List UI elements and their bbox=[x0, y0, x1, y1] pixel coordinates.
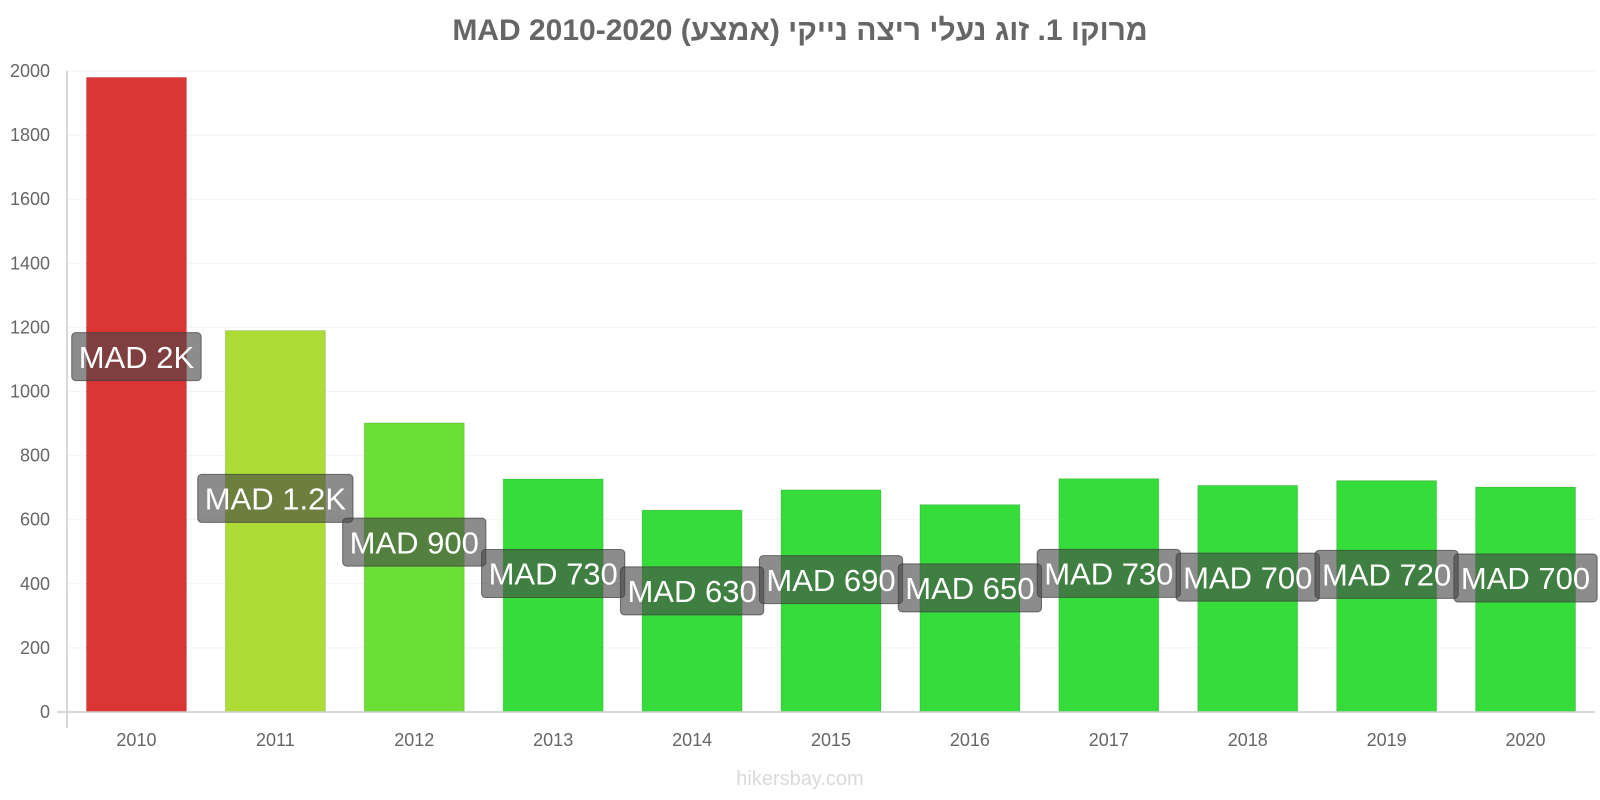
data-label-2018: MAD 700 bbox=[1175, 552, 1320, 602]
x-tick-label: 2018 bbox=[1228, 730, 1268, 750]
data-label-box bbox=[197, 473, 354, 523]
bars bbox=[85, 76, 1577, 713]
data-label-2020: MAD 700 bbox=[1453, 553, 1598, 603]
data-label-text: MAD 1.2K bbox=[205, 482, 347, 517]
data-label-box bbox=[1453, 553, 1598, 603]
data-label-text: MAD 650 bbox=[905, 571, 1034, 606]
x-tick-label: 2010 bbox=[116, 730, 156, 750]
bar-2012 bbox=[363, 422, 465, 713]
x-tick-label: 2015 bbox=[811, 730, 851, 750]
x-tick-label: 2016 bbox=[950, 730, 990, 750]
data-label-text: MAD 2K bbox=[79, 340, 195, 375]
x-tick-label: 2017 bbox=[1089, 730, 1129, 750]
data-label-text: MAD 690 bbox=[766, 563, 895, 598]
footer-watermark: hikersbay.com bbox=[736, 768, 864, 790]
x-tick-label: 2013 bbox=[533, 730, 573, 750]
x-tick-label: 2019 bbox=[1367, 730, 1407, 750]
y-tick-label: 1200 bbox=[10, 317, 50, 337]
data-label-2019: MAD 720 bbox=[1314, 549, 1459, 599]
data-label-2010: MAD 2K bbox=[71, 332, 202, 382]
data-label-text: MAD 900 bbox=[350, 525, 479, 560]
data-label-text: MAD 720 bbox=[1322, 558, 1451, 593]
y-tick-label: 0 bbox=[40, 702, 50, 722]
data-label-text: MAD 700 bbox=[1461, 561, 1590, 596]
x-tick-label: 2012 bbox=[394, 730, 434, 750]
data-label-2017: MAD 730 bbox=[1036, 548, 1181, 598]
data-label-text: MAD 730 bbox=[489, 557, 618, 592]
y-axis: 0 200 400 600 800 1000 1200 1400 1600 1800 2000 bbox=[10, 61, 68, 728]
chart-title: מרוקו 1. זוג נעלי ריצה נייקי (אמצע) MAD … bbox=[452, 14, 1148, 47]
data-label-2014: MAD 630 bbox=[619, 566, 765, 616]
data-label-text: MAD 630 bbox=[627, 574, 756, 609]
y-tick-label: 1600 bbox=[10, 189, 50, 209]
y-tick-label: 1800 bbox=[10, 125, 50, 145]
data-label-2012: MAD 900 bbox=[342, 517, 487, 567]
y-tick-label: 800 bbox=[20, 446, 50, 466]
x-tick-label: 2014 bbox=[672, 730, 712, 750]
data-label-2015: MAD 690 bbox=[758, 555, 904, 605]
x-axis: 2010 2011 2012 2013 2014 2015 2016 2017 2018 2019… bbox=[57, 711, 1595, 750]
data-label-box bbox=[71, 332, 202, 382]
data-label-2016: MAD 650 bbox=[897, 563, 1043, 613]
data-label-2011: MAD 1.2K bbox=[197, 473, 354, 523]
data-label-box bbox=[342, 517, 487, 567]
y-tick-label: 600 bbox=[20, 510, 50, 530]
data-label-text: MAD 730 bbox=[1044, 556, 1173, 591]
y-tick-label: 1000 bbox=[10, 382, 50, 402]
y-tick-label: 1400 bbox=[10, 253, 50, 273]
bar-2010 bbox=[85, 76, 187, 713]
y-tick-label: 400 bbox=[20, 574, 50, 594]
y-tick-label: 2000 bbox=[10, 61, 50, 81]
x-tick-label: 2020 bbox=[1506, 730, 1546, 750]
x-tick-label: 2011 bbox=[256, 730, 295, 750]
data-label-2013: MAD 730 bbox=[481, 549, 626, 599]
data-label-text: MAD 700 bbox=[1183, 560, 1312, 595]
y-tick-label: 200 bbox=[20, 638, 50, 658]
